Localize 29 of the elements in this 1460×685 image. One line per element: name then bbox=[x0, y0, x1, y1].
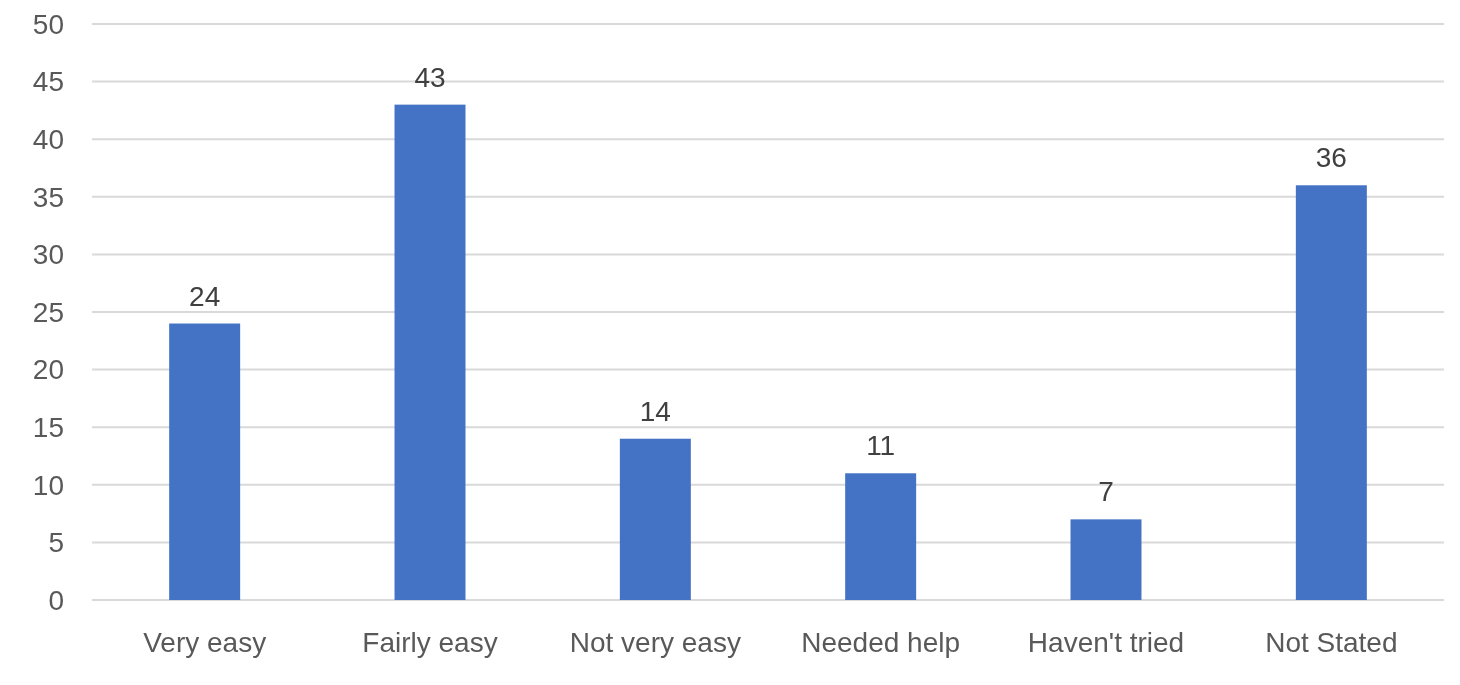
x-tick-label: Haven't tried bbox=[1027, 627, 1185, 658]
y-tick-label: 10 bbox=[32, 469, 64, 501]
y-tick-label: 5 bbox=[48, 527, 64, 559]
x-tick-label: Fairly easy bbox=[362, 627, 498, 658]
bar bbox=[1295, 185, 1367, 600]
y-tick-label: 20 bbox=[32, 354, 64, 386]
bar bbox=[1070, 519, 1142, 600]
x-tick-label: Very easy bbox=[143, 627, 267, 658]
bar bbox=[169, 323, 241, 600]
x-tick-label: Needed help bbox=[801, 627, 961, 658]
x-tick-label: Not very easy bbox=[569, 627, 741, 658]
y-tick-label: 35 bbox=[32, 181, 64, 213]
data-label: 14 bbox=[639, 395, 671, 427]
data-label: 11 bbox=[866, 430, 896, 462]
bar bbox=[845, 473, 917, 600]
bar bbox=[394, 104, 466, 600]
y-tick-label: 30 bbox=[32, 239, 64, 271]
data-label: 36 bbox=[1315, 142, 1347, 174]
y-tick-label: 40 bbox=[32, 124, 64, 155]
y-tick-label: 0 bbox=[48, 584, 64, 616]
y-tick-label: 50 bbox=[32, 8, 64, 40]
bar bbox=[619, 438, 691, 600]
data-label: 7 bbox=[1098, 476, 1114, 508]
y-tick-label: 15 bbox=[32, 412, 64, 443]
data-label: 43 bbox=[414, 61, 446, 93]
y-tick-label: 45 bbox=[32, 66, 64, 98]
y-tick-label: 25 bbox=[32, 296, 64, 328]
x-tick-label: Not Stated bbox=[1265, 627, 1398, 658]
data-label: 24 bbox=[189, 280, 221, 312]
